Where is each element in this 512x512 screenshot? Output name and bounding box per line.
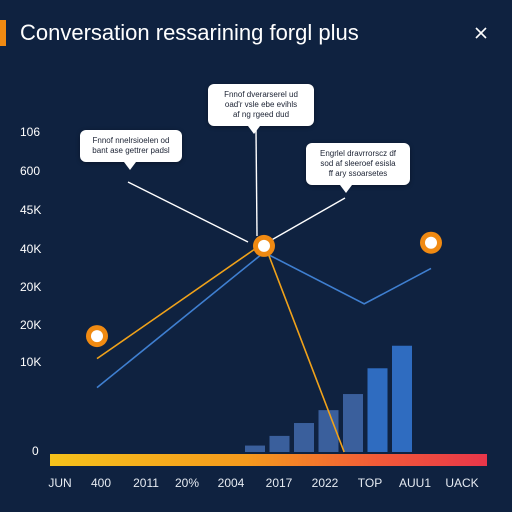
- bar: [392, 345, 412, 452]
- title-bar: Conversation ressarining forgl plus: [0, 0, 512, 62]
- annotation-callout: Engrlel dravrrorscz df sod af sleeroef e…: [306, 143, 410, 193]
- x-tick-label: 2017: [265, 476, 293, 490]
- data-point-marker-center: [425, 236, 437, 249]
- y-tick-label: 10K: [20, 355, 42, 369]
- series-line-blue: [96, 251, 432, 389]
- bar: [269, 435, 290, 452]
- callout-line: oad'r vsle ebe evihls: [224, 100, 298, 109]
- callout-tail: [248, 126, 260, 134]
- x-tick-label: AUU1: [398, 476, 431, 490]
- callout-connector: [255, 129, 258, 237]
- y-tick-label: 600: [20, 164, 41, 178]
- x-tick-label: UACK: [445, 476, 479, 490]
- callout-line: Fnnof nnelrsioelen od: [92, 136, 170, 145]
- bar: [343, 394, 363, 452]
- close-icon: [475, 27, 487, 39]
- annotation-callout: Fnnof nnelrsioelen od bant ase gettrer p…: [80, 130, 182, 170]
- close-button[interactable]: [468, 20, 494, 46]
- data-point-marker-center: [258, 239, 270, 252]
- y-tick-label: 20K: [20, 318, 42, 332]
- x-tick-label: 400: [90, 476, 112, 490]
- callout-tail: [124, 162, 136, 170]
- x-tick-label: 2022: [311, 476, 339, 490]
- callout-line: af ng rgeed dud: [232, 110, 290, 119]
- x-tick-label: 2004: [217, 476, 245, 490]
- x-tick-label: JUN: [48, 476, 72, 490]
- callout-tail: [340, 185, 352, 193]
- x-tick-label: 20%: [174, 476, 200, 490]
- callout-connector: [127, 181, 249, 243]
- data-point-marker-center: [91, 330, 103, 343]
- y-tick-label: 40K: [20, 242, 42, 256]
- callout-line: ff ary ssoarsetes: [328, 169, 388, 178]
- bar: [245, 445, 265, 452]
- x-tick-label: 2011: [133, 476, 159, 490]
- x-tick-label: TOP: [357, 476, 383, 490]
- y-tick-label: 20K: [20, 280, 42, 294]
- y-tick-label: 45K: [20, 203, 42, 217]
- callout-line: sod af sleeroef esisla: [320, 159, 396, 168]
- y-tick-label: 106: [20, 125, 41, 139]
- page-title: Conversation ressarining forgl plus: [20, 20, 359, 45]
- baseline-gradient-bar: [50, 454, 487, 466]
- title-accent-bar: [0, 20, 6, 46]
- annotation-callout: Fnnof dverarserel ud oad'r vsle ebe evih…: [208, 84, 314, 134]
- callout-line: Engrlel dravrrorscz df: [319, 149, 397, 158]
- y-tick-label: 0: [32, 444, 39, 458]
- callout-line: Fnnof dverarserel ud: [224, 90, 298, 99]
- callout-line: bant ase gettrer padsl: [92, 146, 170, 155]
- bar: [294, 423, 314, 452]
- bar: [318, 410, 339, 452]
- bar: [367, 368, 388, 452]
- callout-connector: [267, 197, 346, 243]
